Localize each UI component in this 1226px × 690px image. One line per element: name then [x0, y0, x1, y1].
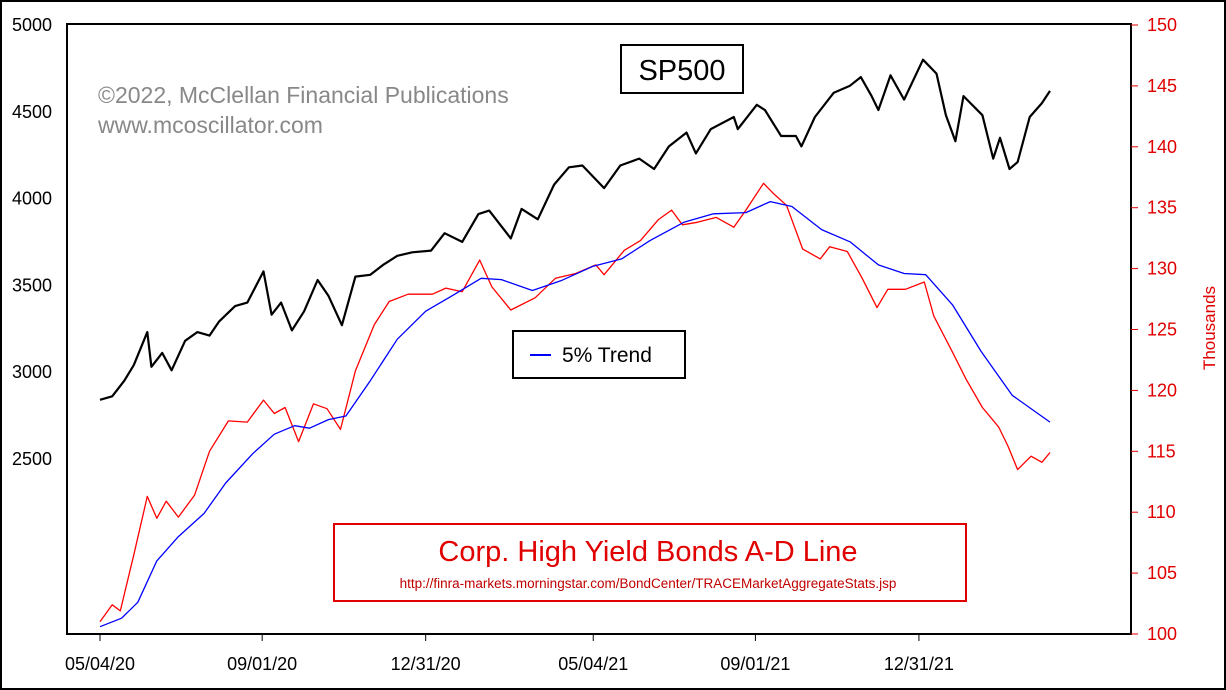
right-tick-label: 125: [1147, 320, 1177, 340]
right-tick-label: 100: [1147, 624, 1177, 644]
x-tick-label: 12/31/20: [391, 654, 461, 674]
sp500-label-box: SP500: [620, 44, 744, 94]
copyright-line-1: ©2022, McClellan Financial Publications: [98, 82, 509, 108]
legend: 5% Trend: [512, 330, 686, 379]
legend-label-trend: 5% Trend: [562, 344, 652, 367]
left-axis: 5000 4500 4000 3500 3000 2500: [12, 15, 52, 469]
sp500-line: [99, 58, 1051, 401]
x-axis: 05/04/20 09/01/20 12/31/20 05/04/21 09/01/21…: [65, 634, 954, 674]
x-tick-label: 12/31/21: [884, 654, 954, 674]
x-tick-label: 09/01/20: [227, 654, 297, 674]
left-tick-label: 2500: [12, 449, 52, 469]
left-tick-label: 4500: [12, 102, 52, 122]
left-tick-label: 3500: [12, 275, 52, 295]
right-axis-label: Thousands: [1200, 286, 1219, 370]
right-tick-label: 140: [1147, 137, 1177, 157]
copyright-line-2: www.mcoscillator.com: [97, 112, 323, 138]
bond-annotation-frame: [333, 523, 967, 602]
sp500-label-frame: [620, 44, 744, 94]
copyright-note: ©2022, McClellan Financial Publications …: [97, 82, 509, 138]
x-tick-label: 09/01/21: [720, 654, 790, 674]
bond-title: Corp. High Yield Bonds A-D Line: [438, 536, 857, 568]
right-axis: 150 145 140 135 130 125 120 115 110 105 100: [1131, 15, 1177, 644]
left-tick-label: 4000: [12, 189, 52, 209]
bond-url: http://finra-markets.morningstar.com/Bon…: [400, 576, 897, 591]
trend-line: [99, 200, 1051, 628]
right-tick-label: 145: [1147, 76, 1177, 96]
bond-annotation-box: Corp. High Yield Bonds A-D Line http://f…: [333, 523, 967, 602]
right-tick-label: 130: [1147, 259, 1177, 279]
right-tick-label: 135: [1147, 198, 1177, 218]
x-tick-label: 05/04/20: [65, 654, 135, 674]
right-tick-label: 115: [1147, 441, 1176, 461]
x-tick-label: 05/04/21: [558, 654, 628, 674]
series-layer: [99, 58, 1051, 628]
sp500-label: SP500: [638, 55, 725, 87]
right-tick-label: 150: [1147, 15, 1177, 35]
right-tick-label: 105: [1147, 563, 1177, 583]
right-tick-label: 110: [1147, 502, 1176, 522]
left-tick-label: 3000: [12, 362, 52, 382]
right-tick-label: 120: [1147, 380, 1177, 400]
left-tick-label: 5000: [12, 15, 52, 35]
